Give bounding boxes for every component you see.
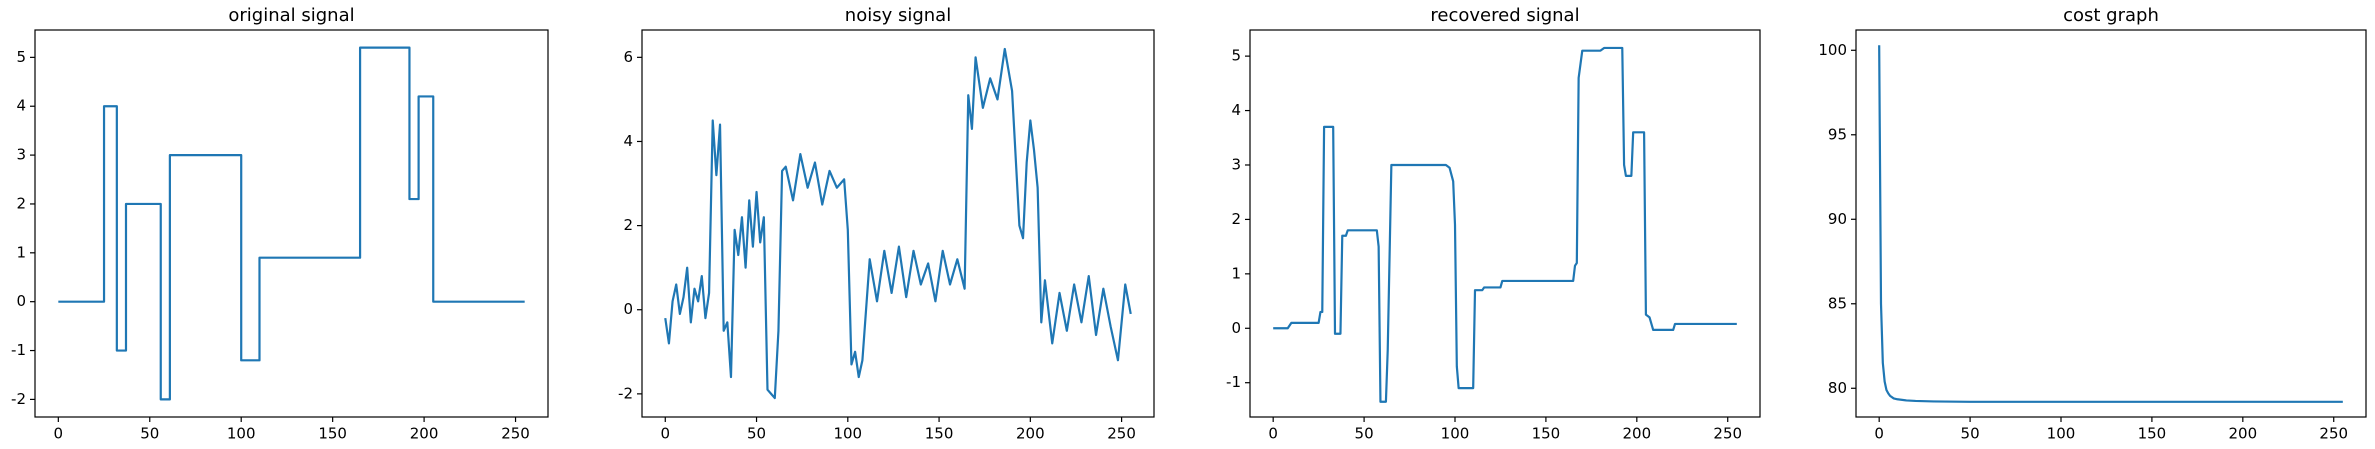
x-tick-label: 100 <box>227 425 256 443</box>
x-tick-label: 200 <box>1622 425 1651 443</box>
axes-frame <box>1855 29 2367 418</box>
chart-title: original signal <box>228 5 354 26</box>
y-tick-label: -2 <box>11 390 26 408</box>
x-tick-label: 250 <box>501 425 530 443</box>
x-tick-label: 50 <box>1355 425 1374 443</box>
x-tick-label: 50 <box>1961 425 1980 443</box>
y-tick-label: 4 <box>1231 101 1241 119</box>
y-tick-label: 5 <box>16 48 26 66</box>
y-tick-label: 3 <box>16 146 26 164</box>
line-series <box>1273 46 1737 403</box>
x-tick-label: 150 <box>1532 425 1561 443</box>
x-tick-label: 50 <box>747 425 766 443</box>
y-tick-label: 90 <box>1828 210 1847 228</box>
y-tick-label: 6 <box>623 48 633 66</box>
x-tick-label: 50 <box>140 425 159 443</box>
y-tick-label: 0 <box>623 300 633 318</box>
y-tick-label: 1 <box>1231 264 1241 282</box>
y-tick-label: 80 <box>1828 379 1847 397</box>
x-tick-label: 100 <box>1441 425 1470 443</box>
chart-title: recovered signal <box>1430 5 1579 26</box>
axes-frame <box>1249 29 1761 418</box>
y-tick-label: 4 <box>623 132 633 150</box>
y-tick-label: -1 <box>11 341 26 359</box>
y-tick-label: 100 <box>1818 41 1847 59</box>
y-tick-label: 0 <box>16 292 26 310</box>
y-tick-label: 4 <box>16 97 26 115</box>
y-tick-label: 3 <box>1231 155 1241 173</box>
x-tick-label: 100 <box>2047 425 2076 443</box>
x-tick-label: 100 <box>833 425 862 443</box>
y-tick-label: 85 <box>1828 294 1847 312</box>
x-tick-label: 0 <box>660 425 670 443</box>
y-tick-label: 5 <box>1231 47 1241 65</box>
line-series <box>664 47 1132 400</box>
y-tick-label: 95 <box>1828 125 1847 143</box>
x-tick-label: 200 <box>1016 425 1045 443</box>
chart-title: noisy signal <box>845 5 951 26</box>
x-tick-label: 250 <box>2319 425 2348 443</box>
x-tick-label: 250 <box>1107 425 1136 443</box>
y-tick-label: 1 <box>16 243 26 261</box>
x-tick-label: 150 <box>2138 425 2167 443</box>
x-tick-label: 0 <box>54 425 64 443</box>
x-tick-label: 0 <box>1874 425 1884 443</box>
line-series <box>1878 45 2343 403</box>
x-tick-label: 0 <box>1268 425 1278 443</box>
x-tick-label: 150 <box>318 425 347 443</box>
y-tick-label: 2 <box>16 194 26 212</box>
x-tick-label: 200 <box>2228 425 2257 443</box>
y-tick-label: -1 <box>1226 373 1241 391</box>
chart-title: cost graph <box>2063 5 2159 26</box>
x-tick-label: 250 <box>1713 425 1742 443</box>
axes-frame <box>641 29 1155 418</box>
x-tick-label: 200 <box>410 425 439 443</box>
y-tick-label: 0 <box>1231 319 1241 337</box>
y-tick-label: 2 <box>623 216 633 234</box>
y-tick-label: 2 <box>1231 210 1241 228</box>
y-tick-label: -2 <box>618 384 633 402</box>
x-tick-label: 150 <box>925 425 954 443</box>
axes-frame <box>34 29 549 418</box>
line-series <box>58 46 525 401</box>
